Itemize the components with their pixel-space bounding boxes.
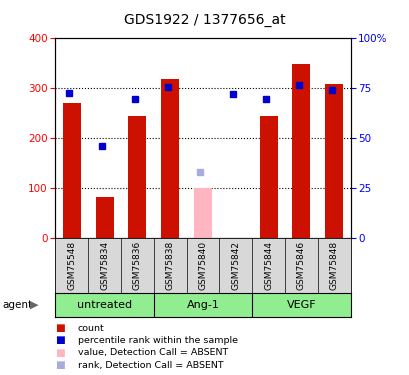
Text: ■: ■ (55, 360, 65, 370)
Text: GSM75844: GSM75844 (263, 241, 272, 290)
Text: GSM75548: GSM75548 (67, 241, 76, 290)
Text: GDS1922 / 1377656_at: GDS1922 / 1377656_at (124, 13, 285, 27)
Text: count: count (78, 324, 104, 333)
Bar (259, 116, 277, 238)
Text: GSM75836: GSM75836 (133, 241, 142, 290)
Bar (292, 64, 310, 238)
Text: GSM75842: GSM75842 (231, 241, 240, 290)
Text: GSM75840: GSM75840 (198, 241, 207, 290)
Text: ▶: ▶ (30, 300, 38, 310)
Bar (161, 79, 179, 238)
Text: GSM75848: GSM75848 (329, 241, 338, 290)
Bar (324, 84, 342, 238)
Bar (95, 197, 113, 238)
Text: Ang-1: Ang-1 (186, 300, 219, 310)
Bar (193, 188, 211, 238)
Text: GSM75838: GSM75838 (165, 241, 174, 290)
Text: VEGF: VEGF (286, 300, 315, 310)
Text: rank, Detection Call = ABSENT: rank, Detection Call = ABSENT (78, 361, 223, 370)
Text: GSM75834: GSM75834 (100, 241, 109, 290)
Bar (128, 116, 146, 238)
Text: GSM75846: GSM75846 (296, 241, 305, 290)
Text: ■: ■ (55, 348, 65, 358)
Text: agent: agent (2, 300, 32, 310)
Text: ■: ■ (55, 323, 65, 333)
Text: ■: ■ (55, 336, 65, 345)
Text: percentile rank within the sample: percentile rank within the sample (78, 336, 237, 345)
Text: untreated: untreated (77, 300, 132, 310)
Bar (63, 103, 81, 238)
Text: value, Detection Call = ABSENT: value, Detection Call = ABSENT (78, 348, 227, 357)
